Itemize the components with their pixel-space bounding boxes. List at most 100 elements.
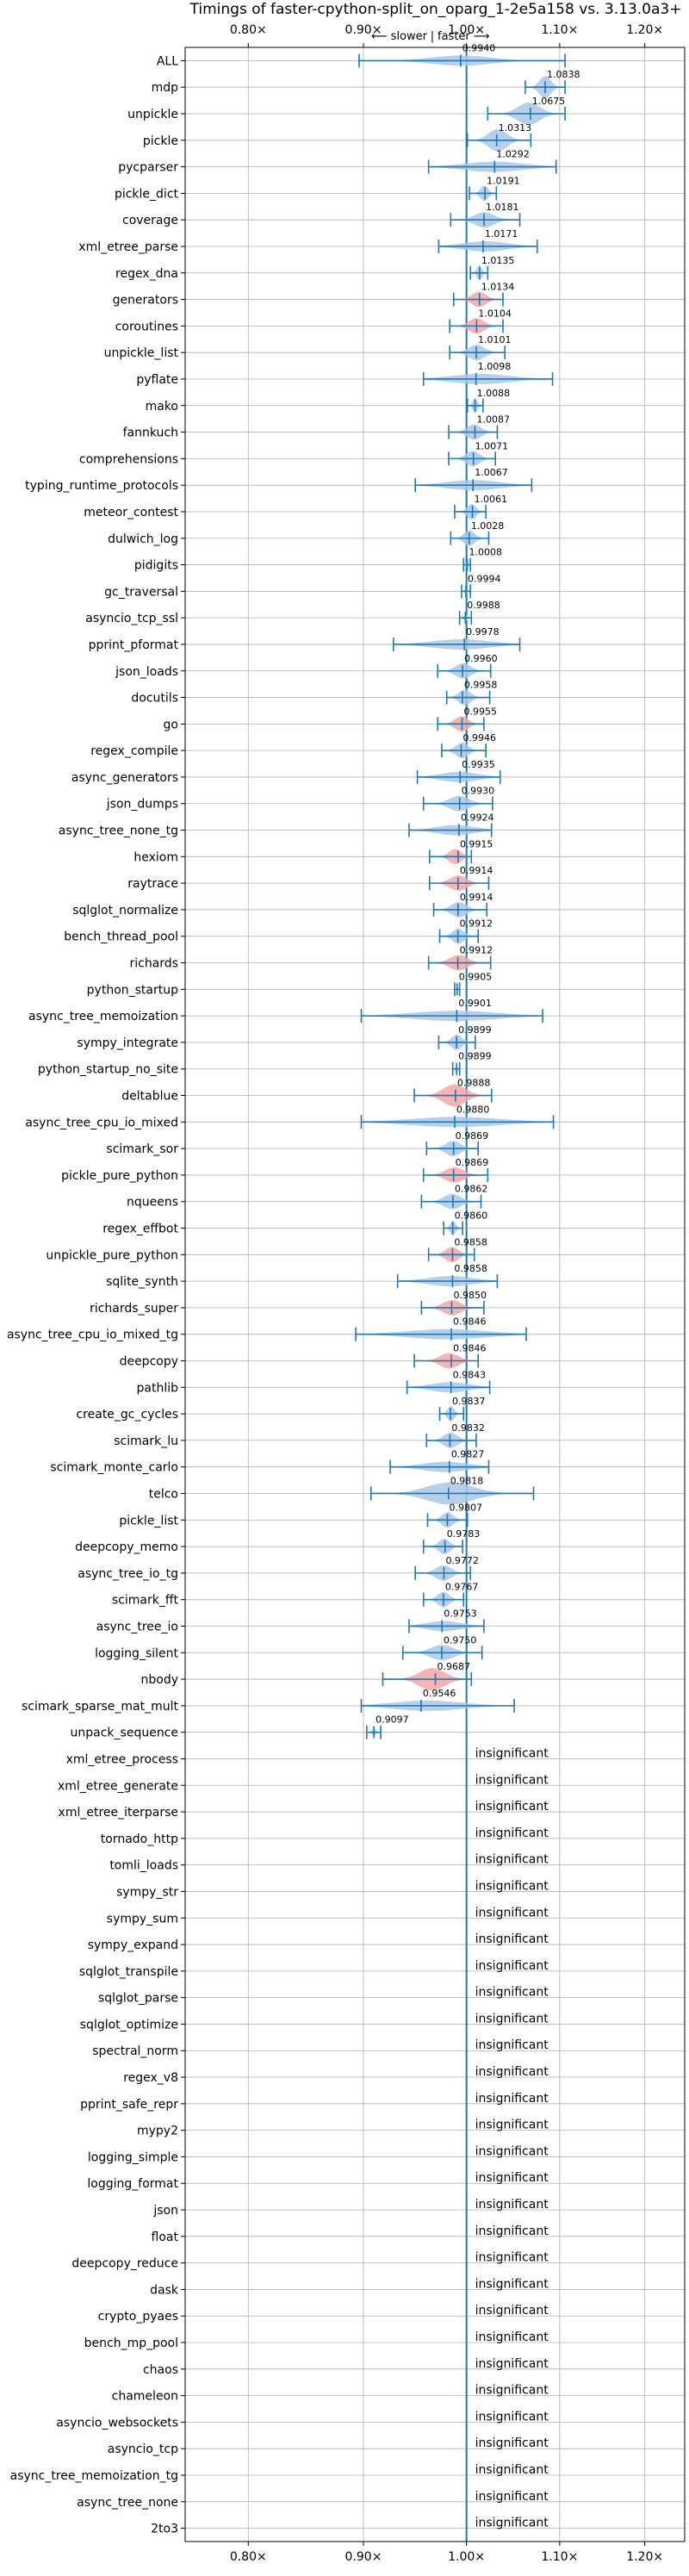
benchmark-label: float [152, 2231, 179, 2244]
benchmark-label: async_tree_none [77, 2496, 178, 2510]
benchmark-label: chameleon [112, 2390, 178, 2404]
value-label: 1.0088 [477, 388, 511, 399]
value-label: 1.0101 [478, 334, 512, 345]
benchmark-label: python_startup_no_site [38, 1063, 178, 1077]
benchmark-label: async_tree_memoization [28, 1010, 178, 1024]
chart-title: Timings of faster-cpython-split_on_oparg… [189, 1, 682, 18]
benchmark-label: regex_dna [115, 267, 178, 281]
benchmark-label: asyncio_websockets [56, 2416, 178, 2430]
benchmark-label: richards [130, 957, 179, 971]
x-axis-ticks: 0.80× 0.80× 0.90× 0.90× 1.00× 1.00× 1.10× 1.10×… [230, 23, 663, 2564]
benchmark-label: scimark_sparse_mat_mult [22, 1700, 178, 1714]
benchmark-label: async_tree_cpu_io_mixed [25, 1116, 178, 1129]
value-label: 0.9687 [438, 1661, 471, 1672]
value-label: 1.0135 [481, 255, 515, 266]
insignificant-label: insignificant [475, 2251, 549, 2265]
benchmark-label: json [152, 2204, 178, 2218]
insignificant-label: insignificant [475, 2038, 549, 2052]
benchmark-label: deltablue [121, 1090, 178, 1104]
benchmark-label: pickle [143, 134, 178, 148]
value-label: 0.9940 [462, 42, 496, 53]
value-label: 1.0171 [485, 228, 518, 240]
insignificant-label: insignificant [475, 2436, 549, 2450]
benchmark-label: comprehensions [79, 452, 178, 466]
value-label: 0.9862 [455, 1184, 488, 1195]
insignificant-label: insignificant [475, 1853, 549, 1867]
value-label: 0.9914 [460, 865, 493, 876]
value-label: 0.9807 [450, 1502, 483, 1513]
value-label: 0.9858 [454, 1263, 487, 1274]
x-tick-label-top: 1.10× [541, 23, 578, 37]
faster-arrow-label: faster ⟶ [438, 30, 490, 43]
benchmark-label: chaos [143, 2363, 178, 2377]
insignificant-label: insignificant [475, 2012, 549, 2025]
value-label: 0.9860 [455, 1210, 488, 1222]
benchmark-labels: ALL mdp unpickle pickle pycparser pickle_dict… [7, 54, 185, 2536]
insignificant-label: insignificant [475, 2277, 549, 2291]
value-label: 1.0181 [486, 202, 519, 213]
value-label: 0.9753 [444, 1608, 477, 1619]
insignificant-label: insignificant [475, 2119, 549, 2132]
benchmark-label: sqlglot_optimize [80, 2018, 178, 2032]
insignificant-label: insignificant [475, 1986, 549, 2000]
value-label: 1.0071 [475, 440, 509, 451]
benchmark-label: pprint_pformat [89, 638, 179, 652]
benchmark-label: async_tree_io_tg [78, 1567, 178, 1581]
x-tick-label-bottom: 1.10× [541, 2550, 578, 2564]
benchmark-label: pidigits [134, 559, 178, 573]
value-label: 0.9097 [376, 1714, 409, 1726]
benchmark-label: raytrace [127, 877, 178, 891]
value-label: 1.0292 [496, 149, 530, 160]
benchmark-label: bench_mp_pool [84, 2336, 178, 2350]
benchmark-label: nqueens [127, 1196, 178, 1210]
benchmark-label: richards_super [90, 1302, 178, 1316]
insignificant-label: insignificant [475, 2410, 549, 2424]
benchmark-label: sqlite_synth [106, 1275, 178, 1289]
benchmark-label: gc_traversal [104, 585, 178, 599]
benchmark-label: 2to3 [151, 2523, 178, 2536]
value-label: 1.0061 [475, 494, 508, 505]
benchmark-label: go [164, 718, 178, 731]
value-label: 0.9978 [466, 626, 500, 638]
insignificant-label: insignificant [475, 2304, 549, 2318]
value-label: 0.9899 [458, 1024, 492, 1036]
insignificant-label: insignificant [475, 1879, 549, 1893]
insignificant-label: insignificant [475, 2198, 549, 2212]
benchmark-label: scimark_monte_carlo [50, 1461, 178, 1475]
value-label: 0.9915 [460, 838, 493, 849]
value-label: 0.9843 [453, 1369, 487, 1380]
benchmark-label: dask [150, 2283, 179, 2297]
value-label: 0.9955 [464, 706, 498, 717]
benchmark-label: deepcopy_memo [75, 1540, 178, 1554]
value-label: 0.9750 [444, 1634, 477, 1646]
benchmark-label: docutils [131, 692, 178, 706]
value-label: 0.9858 [454, 1236, 487, 1248]
benchmark-label: async_tree_memoization_tg [10, 2469, 178, 2483]
benchmark-label: sqlglot_normalize [72, 904, 178, 918]
benchmark-label: unpickle_list [104, 346, 179, 360]
benchmark-label: scimark_lu [114, 1434, 178, 1448]
insignificant-label: insignificant [475, 2384, 549, 2398]
x-tick-label-top: 1.20× [626, 23, 663, 37]
benchmark-label: ALL [157, 54, 178, 68]
value-label: 1.0028 [471, 520, 505, 532]
benchmark-label: coroutines [115, 320, 178, 333]
benchmark-label: pickle_pure_python [61, 1169, 178, 1183]
benchmark-label: xml_etree_parse [78, 240, 178, 254]
value-label: 0.9899 [458, 1051, 492, 1062]
benchmark-label: deepcopy [120, 1354, 178, 1368]
insignificant-label: insignificant [475, 1746, 549, 1760]
value-label: 0.9869 [456, 1130, 489, 1142]
benchmark-label: asyncio_tcp_ssl [85, 612, 178, 625]
benchmark-label: regex_effbot [102, 1223, 178, 1236]
insignificant-label: insignificant [475, 2357, 549, 2371]
benchmark-label: telco [149, 1487, 178, 1501]
x-tick-label-bottom: 1.20× [626, 2550, 663, 2564]
insignificant-label: insignificant [475, 2224, 549, 2238]
value-label: 0.9958 [464, 680, 498, 691]
value-label: 0.9994 [468, 573, 501, 584]
value-label: 1.0087 [476, 414, 510, 426]
benchmark-label: python_startup [87, 983, 178, 997]
benchmark-label: json_dumps [106, 798, 178, 812]
